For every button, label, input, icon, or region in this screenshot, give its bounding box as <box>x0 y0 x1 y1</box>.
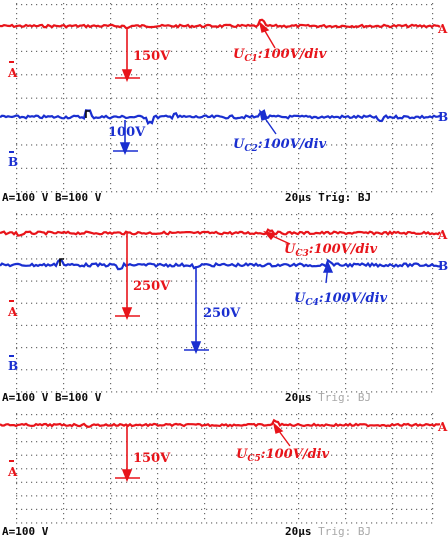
amplitude-marker-uc2 <box>113 120 138 156</box>
scope-grids <box>16 3 434 524</box>
footer-panel-2: A=100 V B=100 V 20µs Trig: BJ <box>0 390 448 406</box>
trigger-p3: Trig: BJ <box>318 525 372 538</box>
marker-a-left-p3: A <box>7 465 18 479</box>
marker-a-right-p1: A <box>437 22 448 36</box>
trace-uc3 <box>0 228 441 237</box>
timebase-p3: 20µs <box>285 525 312 538</box>
amplitude-label-uc5: 150V <box>133 451 171 466</box>
amplitude-marker-uc5 <box>115 426 140 483</box>
timebase-p2: 20µs <box>285 391 312 404</box>
footer-scale-p1: A=100 V B=100 V <box>2 191 102 204</box>
amplitude-marker-uc1 <box>115 28 140 83</box>
channel-label-uc4: UC4:100V/div <box>294 291 388 308</box>
label-arrow-uc5 <box>272 422 291 447</box>
footer-scale-p2: A=100 V B=100 V <box>2 391 102 404</box>
amplitude-label-uc4: 250V <box>203 306 241 321</box>
marker-a-left-p2: A <box>7 305 18 319</box>
footer-panel-1: A=100 V B=100 V 20µs Trig: BJ <box>0 190 448 206</box>
marker-b-left-p1: B <box>8 155 18 169</box>
trigger-p2: Trig: BJ <box>318 391 372 404</box>
marker-b-left-p2: B <box>8 359 18 373</box>
marker-b-right-p2: B <box>438 259 448 273</box>
trace-uc5 <box>0 418 441 429</box>
footer-timebase-p1: 20µs Trig: BJ <box>285 191 371 204</box>
footer-scale-p3: A=100 V <box>2 525 49 538</box>
amplitude-marker-uc3 <box>115 233 140 321</box>
timebase-p1: 20µs <box>285 191 312 204</box>
label-arrow-uc1 <box>258 21 276 49</box>
footer-panel-3: A=100 V 20µs Trig: BJ <box>0 524 448 540</box>
channel-label-uc2: UC2:100V/div <box>233 137 327 154</box>
channel-label-uc1: UC1:100V/div <box>233 47 327 64</box>
footer-timebase-p2: 20µs Trig: BJ <box>285 391 371 404</box>
panel-1: 150V 100V UC1:100V/div UC2:100V/div <box>0 18 441 156</box>
channel-label-uc5: UC5:100V/div <box>236 447 330 464</box>
trigger-glyph-p2 <box>59 258 64 266</box>
amplitude-marker-uc4 <box>184 266 209 355</box>
amplitude-label-uc2: 100V <box>108 125 146 140</box>
footer-timebase-p3: 20µs Trig: BJ <box>285 525 371 538</box>
trace-uc1 <box>0 18 441 30</box>
marker-a-right-p3: A <box>437 420 448 434</box>
channel-label-uc3: UC3:100V/div <box>284 242 378 259</box>
label-arrow-uc3 <box>263 230 291 245</box>
label-arrow-uc2 <box>258 109 277 135</box>
panel-3: 150V UC5:100V/div <box>0 418 441 483</box>
trace-uc2 <box>0 109 441 126</box>
amplitude-label-uc3: 250V <box>133 279 171 294</box>
trigger-p1: Trig: BJ <box>318 191 372 204</box>
trace-uc4 <box>0 258 441 271</box>
marker-b-right-p1: B <box>438 110 448 124</box>
panel-2: 250V 250V UC3:100V/div UC4:100V/div <box>0 228 441 355</box>
trigger-glyph-p1 <box>85 110 90 118</box>
amplitude-label-uc1: 150V <box>133 49 171 64</box>
marker-a-left-p1: A <box>7 66 18 80</box>
marker-a-right-p2: A <box>437 228 448 242</box>
label-arrow-uc4 <box>322 261 334 284</box>
